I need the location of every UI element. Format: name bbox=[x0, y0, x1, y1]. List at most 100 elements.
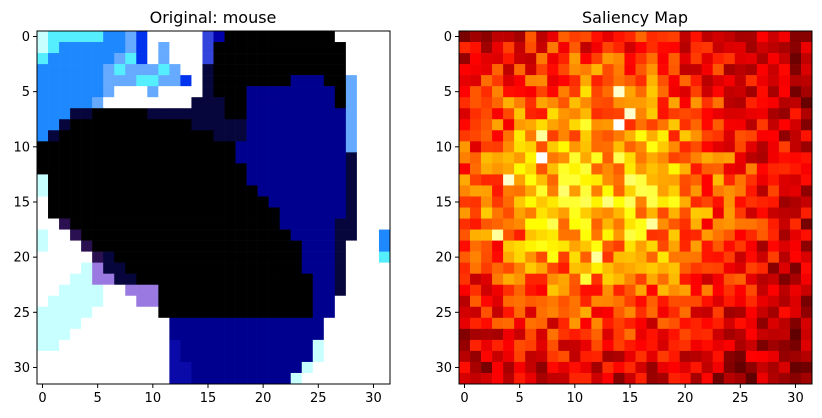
saliency-cell bbox=[481, 317, 493, 330]
image-pixel bbox=[323, 141, 336, 153]
saliency-cell bbox=[723, 42, 736, 54]
image-pixel bbox=[103, 218, 115, 230]
saliency-cell bbox=[635, 372, 647, 385]
image-pixel bbox=[92, 273, 104, 286]
image-pixel bbox=[378, 317, 391, 330]
saliency-cell bbox=[525, 251, 537, 263]
saliency-cell bbox=[547, 251, 559, 263]
y-tick-label: 10 bbox=[13, 140, 30, 155]
image-pixel bbox=[191, 328, 203, 341]
saliency-cell bbox=[745, 350, 758, 363]
saliency-cell bbox=[591, 207, 603, 219]
image-pixel bbox=[213, 163, 225, 175]
saliency-cell bbox=[745, 328, 758, 341]
saliency-cell bbox=[624, 350, 636, 363]
image-pixel bbox=[59, 317, 71, 330]
saliency-cell bbox=[734, 317, 747, 330]
saliency-cell bbox=[734, 229, 747, 241]
image-pixel bbox=[290, 174, 303, 186]
saliency-cell bbox=[503, 207, 515, 219]
image-pixel bbox=[345, 295, 358, 308]
saliency-cell bbox=[624, 97, 636, 109]
image-pixel bbox=[70, 284, 82, 297]
image-pixel bbox=[279, 119, 292, 131]
saliency-cell bbox=[525, 361, 537, 374]
saliency-cell bbox=[591, 229, 603, 241]
image-pixel bbox=[202, 75, 214, 87]
saliency-cell bbox=[481, 108, 493, 120]
saliency-cell bbox=[514, 141, 526, 153]
image-pixel bbox=[103, 339, 115, 352]
image-pixel bbox=[147, 152, 159, 164]
image-pixel bbox=[367, 339, 380, 352]
y-tick-label: 10 bbox=[435, 140, 452, 155]
image-pixel bbox=[323, 350, 336, 363]
saliency-cell bbox=[778, 185, 791, 197]
image-pixel bbox=[312, 284, 325, 297]
image-pixel bbox=[224, 262, 236, 274]
saliency-cell bbox=[569, 207, 581, 219]
image-pixel bbox=[158, 350, 170, 363]
image-pixel bbox=[378, 97, 391, 109]
image-pixel bbox=[59, 196, 71, 208]
image-pixel bbox=[202, 372, 214, 385]
saliency-cell bbox=[602, 108, 614, 120]
image-pixel bbox=[81, 130, 93, 142]
image-pixel bbox=[334, 328, 347, 341]
saliency-cell bbox=[547, 97, 559, 109]
saliency-cell bbox=[602, 75, 614, 87]
saliency-cell bbox=[547, 119, 559, 131]
image-pixel bbox=[125, 361, 137, 374]
image-pixel bbox=[147, 75, 159, 87]
saliency-cell bbox=[624, 361, 636, 374]
saliency-cell bbox=[613, 229, 625, 241]
saliency-cell bbox=[690, 328, 702, 341]
saliency-cell bbox=[547, 130, 559, 142]
saliency-cell bbox=[591, 339, 603, 352]
image-pixel bbox=[169, 53, 181, 65]
image-pixel bbox=[224, 152, 236, 164]
image-pixel bbox=[356, 196, 369, 208]
saliency-cell bbox=[624, 273, 636, 286]
image-pixel bbox=[279, 229, 292, 241]
saliency-cell bbox=[547, 350, 559, 363]
saliency-cell bbox=[679, 317, 691, 330]
image-pixel bbox=[356, 97, 369, 109]
image-pixel bbox=[378, 295, 391, 308]
saliency-cell bbox=[767, 361, 780, 374]
saliency-cell bbox=[789, 141, 802, 153]
image-pixel bbox=[356, 251, 369, 263]
saliency-cell bbox=[646, 97, 658, 109]
image-pixel bbox=[224, 251, 236, 263]
image-pixel bbox=[147, 240, 159, 252]
image-pixel bbox=[257, 64, 269, 76]
saliency-cell bbox=[767, 64, 780, 76]
image-pixel bbox=[345, 75, 358, 87]
saliency-cell bbox=[492, 141, 504, 153]
image-pixel bbox=[345, 64, 358, 76]
saliency-cell bbox=[602, 97, 614, 109]
image-pixel bbox=[136, 196, 148, 208]
saliency-cell bbox=[734, 141, 747, 153]
image-pixel bbox=[246, 53, 258, 65]
image-pixel bbox=[125, 97, 137, 109]
image-pixel bbox=[279, 97, 292, 109]
image-pixel bbox=[202, 339, 214, 352]
saliency-cell bbox=[525, 295, 537, 308]
saliency-cell bbox=[723, 295, 736, 308]
saliency-cell bbox=[800, 339, 813, 352]
saliency-cell bbox=[668, 229, 680, 241]
saliency-cell bbox=[580, 174, 592, 186]
saliency-cell bbox=[624, 75, 636, 87]
saliency-cell bbox=[470, 141, 482, 153]
saliency-cell bbox=[624, 229, 636, 241]
image-pixel bbox=[235, 86, 247, 98]
x-tick-label: 0 bbox=[460, 391, 468, 406]
image-pixel bbox=[323, 31, 336, 43]
image-pixel bbox=[213, 108, 225, 120]
image-pixel bbox=[191, 273, 203, 286]
image-pixel bbox=[301, 53, 314, 65]
image-pixel bbox=[301, 141, 314, 153]
saliency-cell bbox=[558, 207, 570, 219]
image-pixel bbox=[246, 317, 258, 330]
